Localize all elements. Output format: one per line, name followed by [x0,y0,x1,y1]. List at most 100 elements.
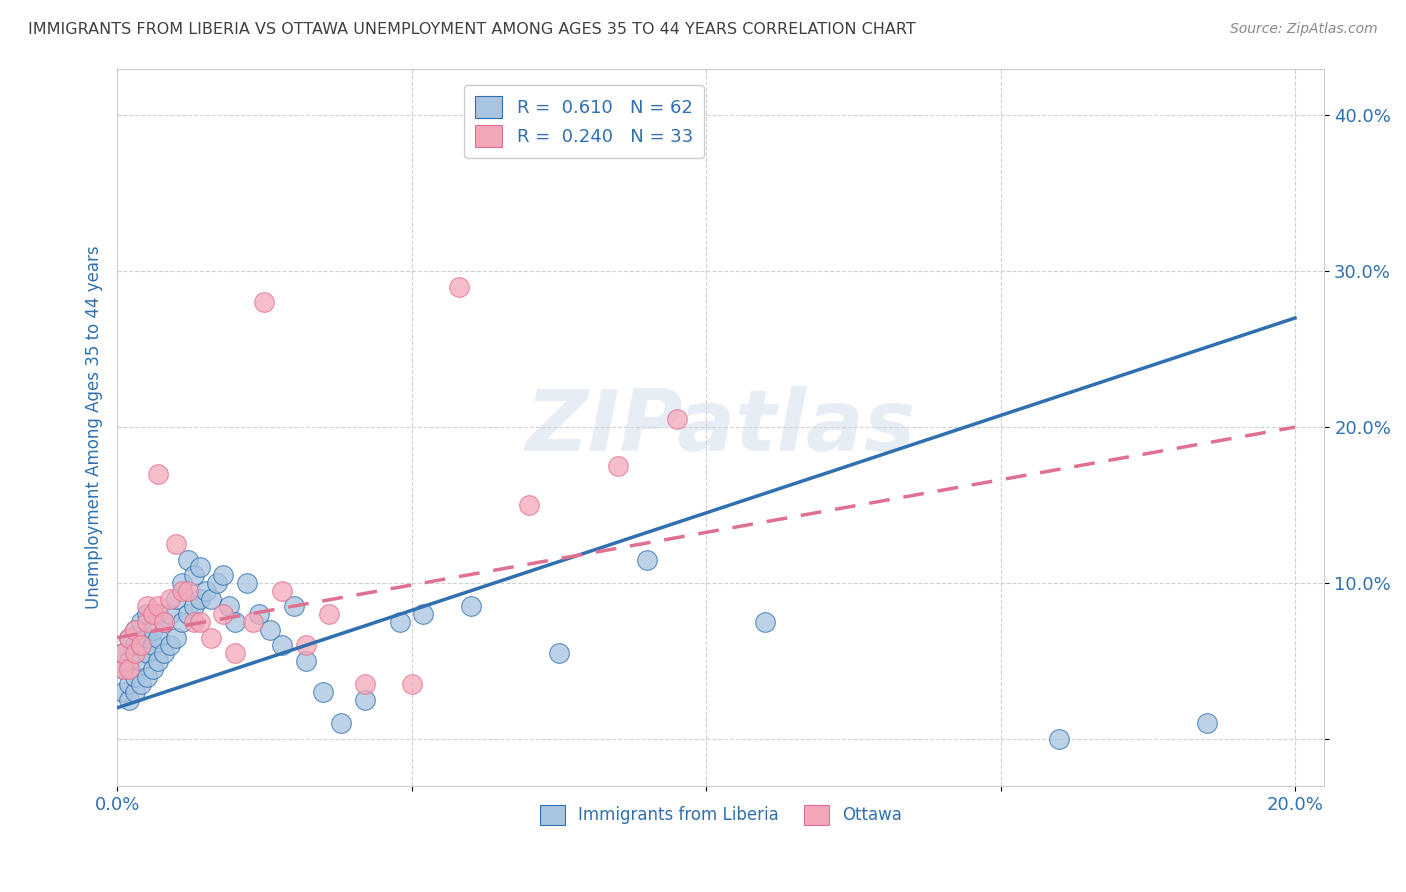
Point [129,615,152,629]
Point [135,615,157,629]
Point [118,631,141,645]
Point [165,537,187,551]
Point [636,552,658,566]
Point [129,639,152,653]
Point [330,716,353,731]
Point [194,583,217,598]
Point [401,677,423,691]
Point [135,599,157,614]
Point [412,607,434,622]
Point [118,693,141,707]
Point [312,685,335,699]
Point [153,646,176,660]
Point [188,560,211,574]
Point [124,685,146,699]
Legend: Immigrants from Liberia, Ottawa: Immigrants from Liberia, Ottawa [530,795,912,835]
Point [112,685,135,699]
Text: Source: ZipAtlas.com: Source: ZipAtlas.com [1230,22,1378,37]
Point [124,623,146,637]
Point [183,615,205,629]
Point [353,693,375,707]
Point [170,576,193,591]
Point [165,631,187,645]
Point [159,591,181,606]
Point [177,607,200,622]
Point [259,623,281,637]
Point [153,615,176,629]
Point [188,615,211,629]
Point [112,646,135,660]
Point [519,498,541,512]
Point [447,280,470,294]
Point [460,599,482,614]
Point [207,576,229,591]
Point [148,599,170,614]
Point [148,467,170,481]
Point [665,412,688,426]
Point [159,607,181,622]
Point [148,631,170,645]
Point [129,654,152,668]
Point [141,639,163,653]
Point [135,670,157,684]
Point [754,615,776,629]
Point [124,639,146,653]
Point [153,615,176,629]
Point [547,646,569,660]
Point [148,654,170,668]
Point [247,607,270,622]
Point [388,615,411,629]
Point [148,607,170,622]
Point [235,576,257,591]
Point [218,599,240,614]
Point [124,670,146,684]
Point [141,623,163,637]
Point [159,639,181,653]
Point [200,591,222,606]
Point [112,662,135,676]
Point [124,623,146,637]
Point [294,639,316,653]
Point [141,662,163,676]
Point [141,607,163,622]
Point [118,631,141,645]
Point [170,583,193,598]
Point [294,654,316,668]
Point [112,662,135,676]
Y-axis label: Unemployment Among Ages 35 to 44 years: Unemployment Among Ages 35 to 44 years [86,245,103,609]
Point [188,591,211,606]
Point [170,615,193,629]
Point [242,615,264,629]
Point [118,654,141,668]
Point [183,599,205,614]
Point [135,607,157,622]
Point [183,568,205,582]
Point [200,631,222,645]
Point [118,662,141,676]
Point [224,646,246,660]
Point [606,459,628,474]
Point [135,631,157,645]
Point [177,583,200,598]
Point [271,583,294,598]
Point [112,646,135,660]
Point [212,568,235,582]
Point [124,646,146,660]
Point [135,646,157,660]
Point [1195,716,1218,731]
Point [165,591,187,606]
Point [271,639,294,653]
Text: ZIPatlas: ZIPatlas [526,385,915,468]
Point [1047,731,1070,746]
Point [129,677,152,691]
Point [212,607,235,622]
Point [318,607,340,622]
Point [118,677,141,691]
Point [129,639,152,653]
Point [253,295,276,310]
Point [283,599,305,614]
Point [177,552,200,566]
Point [224,615,246,629]
Point [353,677,375,691]
Text: IMMIGRANTS FROM LIBERIA VS OTTAWA UNEMPLOYMENT AMONG AGES 35 TO 44 YEARS CORRELA: IMMIGRANTS FROM LIBERIA VS OTTAWA UNEMPL… [28,22,915,37]
